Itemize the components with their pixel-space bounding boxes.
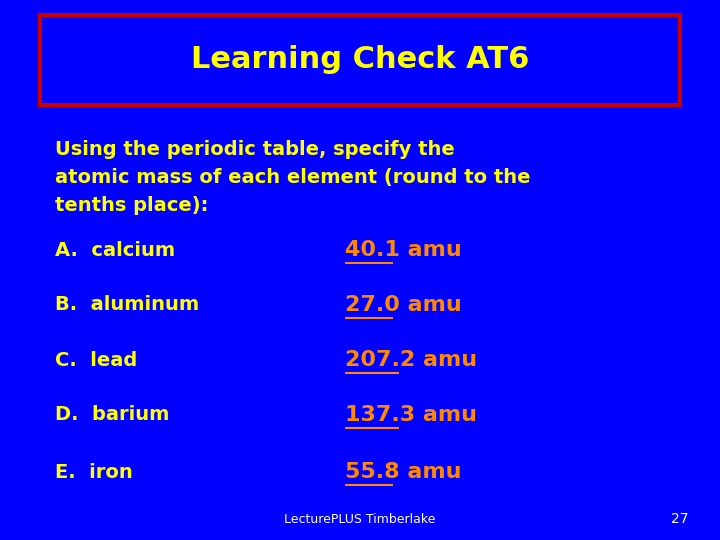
Text: 27.0 amu: 27.0 amu	[345, 295, 462, 315]
Text: 40.1 amu: 40.1 amu	[345, 240, 462, 260]
Text: LecturePLUS Timberlake: LecturePLUS Timberlake	[284, 513, 436, 526]
Text: atomic mass of each element (round to the: atomic mass of each element (round to th…	[55, 168, 531, 187]
Text: B.  aluminum: B. aluminum	[55, 295, 199, 314]
Text: C.  lead: C. lead	[55, 350, 138, 369]
Text: A.  calcium: A. calcium	[55, 240, 175, 260]
Text: 27: 27	[671, 512, 689, 526]
Text: Learning Check AT6: Learning Check AT6	[191, 45, 529, 75]
Text: tenths place):: tenths place):	[55, 196, 208, 215]
Text: 55.8 amu: 55.8 amu	[345, 462, 462, 482]
Bar	[40, 15, 680, 105]
Text: D.  barium: D. barium	[55, 406, 169, 424]
Text: 137.3 amu: 137.3 amu	[345, 405, 477, 425]
Text: 207.2 amu: 207.2 amu	[345, 350, 477, 370]
Text: E.  iron: E. iron	[55, 462, 132, 482]
Text: Using the periodic table, specify the: Using the periodic table, specify the	[55, 140, 455, 159]
